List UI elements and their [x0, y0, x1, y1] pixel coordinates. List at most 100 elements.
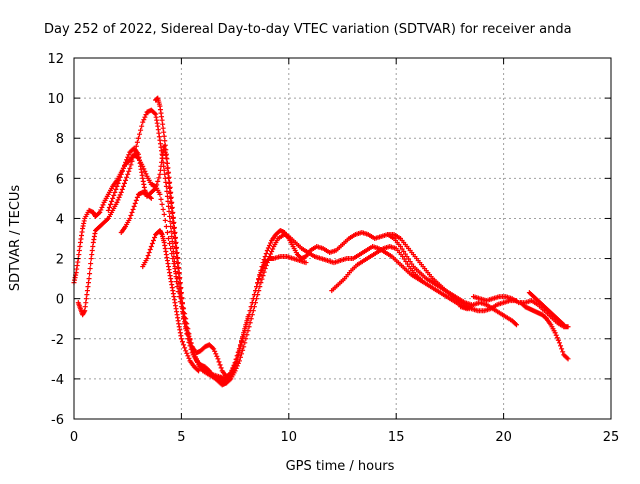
data-point-interp [87, 266, 93, 272]
data-point-interp [560, 349, 566, 355]
data-point-interp [181, 342, 187, 348]
data-point-interp [183, 320, 189, 326]
y-axis-label: SDTVAR / TECUs [8, 185, 23, 292]
data-point-interp [164, 188, 170, 194]
data-point [241, 330, 247, 336]
data-point-interp [167, 241, 173, 247]
data-point-interp [143, 112, 149, 118]
data-point-interp [187, 337, 193, 343]
y-tick-label: 0 [56, 293, 64, 308]
data-point [127, 165, 133, 171]
data-point [183, 348, 189, 354]
data-point-interp [143, 171, 149, 177]
data-point-interp [129, 209, 135, 215]
data-point [166, 169, 172, 175]
data-point [170, 244, 176, 250]
data-point [166, 203, 172, 209]
data-point [163, 151, 169, 157]
data-point [232, 360, 238, 366]
x-tick-label: 20 [495, 430, 512, 445]
data-point-interp [169, 199, 175, 205]
data-point-interp [150, 238, 156, 244]
data-point-interp [155, 178, 161, 184]
data-point-interp [237, 342, 243, 348]
data-point-interp [268, 251, 274, 257]
data-point [556, 340, 562, 346]
data-point-interp [179, 295, 185, 301]
data-point [168, 223, 174, 229]
data-point-interp [179, 339, 185, 345]
data-point-interp [165, 198, 171, 204]
data-point-interp [117, 192, 123, 198]
data-point-interp [162, 138, 168, 144]
x-tick-label: 25 [603, 430, 620, 445]
x-tick-label: 0 [70, 430, 78, 445]
data-point [135, 135, 141, 141]
data-point [561, 322, 567, 328]
data-point-interp [154, 182, 160, 188]
data-point-interp [175, 289, 181, 295]
tick-layer: 0 5 10 15 20 25 -6 -4 -2 0 2 4 6 8 10 12 [47, 52, 619, 445]
data-point [110, 195, 116, 201]
x-axis-label: GPS time / hours [286, 459, 395, 474]
data-point-interp [402, 251, 408, 257]
data-point [148, 244, 154, 250]
data-point-interp [261, 262, 267, 268]
data-point-interp [98, 207, 104, 213]
data-point-interp [138, 127, 144, 133]
data-point-interp [237, 354, 243, 360]
y-tick-label: 8 [56, 132, 64, 147]
data-point-interp [87, 271, 93, 277]
data-point [211, 346, 217, 352]
data-point-interp [234, 353, 240, 359]
data-point-interp [248, 304, 254, 310]
data-point [144, 256, 150, 262]
data-point-interp [164, 229, 170, 235]
data-point-interp [178, 285, 184, 291]
data-point-interp [555, 337, 561, 343]
data-point-interp [112, 189, 118, 195]
data-point-interp [268, 240, 274, 246]
data-point-interp [166, 174, 172, 180]
data-point-interp [216, 359, 222, 365]
data-point-interp [244, 318, 250, 324]
data-point [565, 324, 571, 330]
data-point-interp [167, 218, 173, 224]
data-point-interp [117, 174, 123, 180]
data-point-interp [126, 168, 132, 174]
data-point-interp [111, 192, 117, 198]
data-point [161, 133, 167, 139]
data-point-interp [133, 197, 139, 203]
data-point-interp [164, 156, 170, 162]
x-tick-label: 5 [177, 430, 185, 445]
data-point-interp [247, 308, 253, 314]
data-point-interp [407, 259, 413, 265]
data-point-interp [253, 288, 259, 294]
data-point-interp [159, 201, 165, 207]
data-point-interp [125, 154, 131, 160]
data-point-interp [88, 261, 94, 267]
data-point-interp [120, 183, 126, 189]
data-point-interp [116, 194, 122, 200]
data-point-interp [186, 355, 192, 361]
data-point-interp [168, 194, 174, 200]
y-tick-label: 6 [56, 172, 64, 187]
data-point-interp [170, 249, 176, 255]
y-tick-label: -4 [51, 373, 64, 388]
data-point-interp [99, 204, 105, 210]
data-point [174, 284, 180, 290]
chart-title: Day 252 of 2022, Sidereal Day-to-day VTE… [44, 22, 572, 37]
data-point-interp [137, 131, 143, 137]
data-point-interp [167, 184, 173, 190]
data-point-interp [173, 240, 179, 246]
data-point-interp [115, 197, 121, 203]
data-point-interp [229, 367, 235, 373]
data-point-interp [171, 254, 177, 260]
data-point-interp [230, 365, 236, 371]
data-point-interp [128, 212, 134, 218]
data-point-interp [406, 256, 412, 262]
data-point-interp [124, 174, 130, 180]
plot-border [73, 57, 612, 420]
series-pass-d [118, 189, 154, 235]
